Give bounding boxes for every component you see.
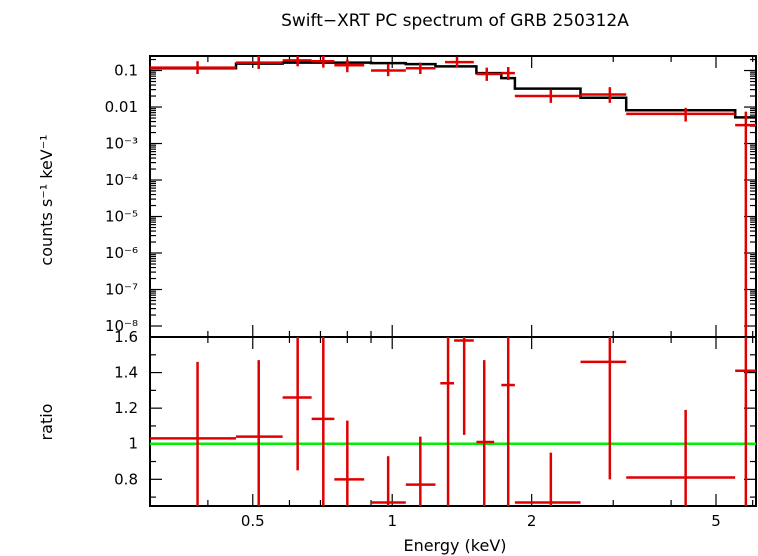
ratio-data-point <box>735 337 756 506</box>
spectrum-data-point <box>501 66 515 81</box>
y-tick-label: 10⁻⁶ <box>105 244 138 262</box>
spectrum-data-point <box>371 64 406 77</box>
ratio-data-point <box>311 337 335 506</box>
spectrum-data-point <box>334 59 365 73</box>
x-tick-label: 0.5 <box>241 512 265 530</box>
y-tick-label: 10⁻⁴ <box>105 171 138 189</box>
x-tick-label: 2 <box>527 512 537 530</box>
y-tick-label: 1.2 <box>114 399 138 417</box>
spectrum-data-point <box>235 56 283 70</box>
y-tick-label: 0.01 <box>105 98 138 116</box>
y-tick-label: 0.1 <box>114 62 138 80</box>
ratio-data-point <box>282 337 312 471</box>
y-tick-label: 10⁻⁵ <box>105 208 138 226</box>
y-tick-label: 10⁻⁸ <box>105 317 138 335</box>
ratio-data-point <box>235 360 283 506</box>
y-tick-label: 1.4 <box>114 364 138 382</box>
chart-title: Swift−XRT PC spectrum of GRB 250312A <box>281 11 629 31</box>
x-tick-label: 5 <box>711 512 721 530</box>
ratio-data-point <box>454 337 474 435</box>
spectrum-data-point <box>150 61 236 75</box>
spectrum-data-point <box>580 87 627 103</box>
ratio-data-point <box>501 337 515 506</box>
ratio-data-point <box>150 361 236 506</box>
y-tick-label: 1 <box>128 435 138 453</box>
spectrum-data-point <box>444 56 474 68</box>
spectrum-data-point <box>405 62 436 75</box>
model-step-line <box>150 61 756 119</box>
top-y-axis-label: counts s⁻¹ keV⁻¹ <box>37 134 56 265</box>
spectrum-data-point <box>282 56 312 67</box>
ratio-data-point <box>334 420 365 506</box>
ratio-data-point <box>476 360 495 506</box>
y-tick-label: 10⁻³ <box>105 135 138 153</box>
bottom-y-axis-label: ratio <box>37 404 56 441</box>
spectrum-data-point <box>735 111 756 337</box>
ratio-data-point <box>514 452 581 506</box>
ratio-data-point <box>440 337 455 506</box>
x-axis-label: Energy (keV) <box>403 536 506 555</box>
spectrum-data-point <box>476 67 502 81</box>
y-tick-label: 0.8 <box>114 470 138 488</box>
ratio-data-point <box>580 337 627 480</box>
y-tick-label: 10⁻⁷ <box>105 281 138 299</box>
y-tick-label: 1.6 <box>114 328 138 346</box>
x-tick-label: 1 <box>387 512 397 530</box>
spectrum-data-point <box>626 107 736 122</box>
ratio-frame <box>149 336 757 507</box>
spectrum-data-point <box>311 56 335 68</box>
spectrum-data-point <box>514 89 581 103</box>
ratio-panel: 0.8 1 1.2 1.4 1.6 0.5 1 2 5 <box>114 328 757 530</box>
ratio-data-point <box>626 409 736 506</box>
spectrum-panel: 0.1 0.01 10⁻³ 10⁻⁴ 10⁻⁵ 10⁻⁶ 10⁻⁷ 10⁻⁸ <box>105 55 757 338</box>
ratio-data-point <box>405 436 436 506</box>
ratio-data-point <box>371 456 406 506</box>
spectrum-frame <box>149 55 757 338</box>
